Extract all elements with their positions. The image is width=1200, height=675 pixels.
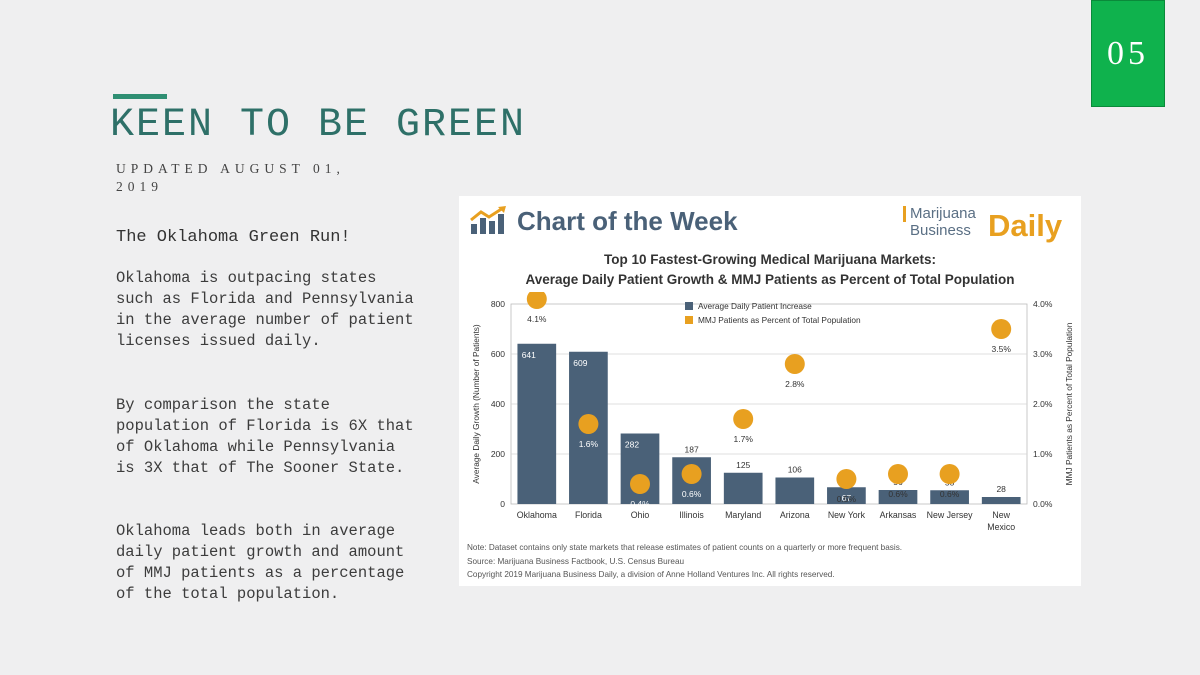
- percent-dot: [991, 319, 1012, 339]
- bar-value-label: 282: [625, 440, 639, 450]
- y-tick-label: 400: [491, 399, 505, 409]
- y2-tick-label: 0.0%: [1033, 499, 1053, 509]
- legend-swatch-dots: [685, 316, 693, 324]
- percent-label: 4.1%: [527, 314, 547, 324]
- chart-of-the-week-label: Chart of the Week: [517, 206, 738, 236]
- percent-label: 0.6%: [940, 489, 960, 499]
- x-tick-label: Illinois: [679, 510, 704, 520]
- brand-line-2: Business: [910, 222, 971, 239]
- paragraph-1: Oklahoma is outpacing states such as Flo…: [116, 269, 414, 350]
- percent-label: 0.5%: [837, 494, 857, 504]
- slide-title: KEEN TO BE GREEN: [110, 103, 527, 148]
- paragraph-3: Oklahoma leads both in average daily pat…: [116, 522, 405, 603]
- bar: [775, 477, 815, 504]
- x-tick-label: New Jersey: [927, 510, 974, 520]
- bar-value-label: 187: [685, 444, 699, 454]
- page-number-badge: 05: [1091, 0, 1165, 107]
- x-tick-label: Florida: [575, 510, 602, 520]
- legend-label-bars: Average Daily Patient Increase: [698, 301, 812, 311]
- bar: [517, 343, 557, 504]
- brand-line-1: Marijuana: [903, 206, 1073, 222]
- bar-value-label: 67: [842, 493, 852, 503]
- chart-source: Source: Marijuana Business Factbook, U.S…: [467, 557, 685, 566]
- percent-label: 0.4%: [630, 499, 650, 509]
- percent-dot: [784, 354, 805, 374]
- bar-value-label: 106: [788, 465, 802, 475]
- percent-label: 1.7%: [734, 434, 754, 444]
- y2-tick-label: 2.0%: [1033, 399, 1053, 409]
- bar: [878, 490, 918, 504]
- bar-value-label: 28: [996, 484, 1006, 494]
- chart-note: Note: Dataset contains only state market…: [467, 543, 903, 552]
- brand-daily: Daily: [988, 208, 1063, 243]
- y-tick-label: 0: [500, 499, 505, 509]
- bar-value-label: 609: [573, 358, 587, 368]
- percent-label: 0.6%: [888, 489, 908, 499]
- y-tick-label: 800: [491, 299, 505, 309]
- brand-logo: Marijuana Business Daily: [903, 206, 1073, 246]
- section-heading: The Oklahoma Green Run!: [116, 228, 351, 247]
- percent-label: 2.8%: [785, 379, 805, 389]
- legend-swatch-bars: [685, 302, 693, 310]
- paragraph-2: By comparison the state population of Fl…: [116, 396, 414, 477]
- percent-dot: [836, 469, 857, 489]
- y2-tick-label: 3.0%: [1033, 349, 1053, 359]
- y-tick-label: 200: [491, 449, 505, 459]
- y2-tick-label: 1.0%: [1033, 449, 1053, 459]
- percent-dot: [681, 464, 702, 484]
- bar: [930, 490, 969, 504]
- x-tick-label: New York: [828, 510, 866, 520]
- x-tick-label: Arkansas: [880, 510, 917, 520]
- x-tick-label: Ohio: [631, 510, 650, 520]
- x-tick-label: New: [992, 510, 1010, 520]
- x-tick-label: Oklahoma: [517, 510, 557, 520]
- percent-label: 1.6%: [579, 439, 599, 449]
- bar-value-label: 641: [522, 350, 536, 360]
- chart-title-line-2: Average Daily Patient Growth & MMJ Patie…: [525, 272, 1015, 287]
- y2-tick-label: 4.0%: [1033, 299, 1053, 309]
- bar: [981, 497, 1021, 504]
- slide-subtitle: UPDATED AUGUST 01, 2019: [116, 161, 345, 194]
- x-tick-label: Maryland: [725, 510, 761, 520]
- percent-dot: [733, 409, 754, 429]
- chart-of-the-week-card: Chart of the Week Marijuana Business Dai…: [459, 196, 1081, 586]
- percent-label: 0.6%: [682, 489, 702, 499]
- percent-dot: [888, 464, 908, 484]
- percent-dot: [939, 464, 960, 484]
- bar-chart-trend-icon: [470, 206, 506, 234]
- chart-plot: 0 200 400 600 800 0.0% 1.0% 2.0% 3.0% 4.0% Average…: [471, 292, 1074, 532]
- bar-value-label: 125: [736, 460, 750, 470]
- title-accent-bar: [113, 94, 167, 99]
- x-tick-label: Arizona: [780, 510, 810, 520]
- chart-title-line-1: Top 10 Fastest-Growing Medical Marijuana…: [603, 252, 937, 267]
- legend-label-dots: MMJ Patients as Percent of Total Populat…: [698, 315, 861, 325]
- y2-axis-label: MMJ Patients as Percent of Total Populat…: [1064, 322, 1074, 485]
- chart-copyright: Copyright 2019 Marijuana Business Daily,…: [467, 570, 835, 579]
- bar: [723, 472, 763, 504]
- x-tick-label: Mexico: [987, 522, 1015, 532]
- y-tick-label: 600: [491, 349, 505, 359]
- percent-dot: [630, 474, 650, 494]
- y-axis-label: Average Daily Growth (Number of Patients…: [471, 324, 481, 484]
- percent-label: 3.5%: [992, 344, 1012, 354]
- percent-dot: [578, 414, 599, 434]
- percent-dot: [526, 292, 547, 309]
- bar: [827, 487, 866, 504]
